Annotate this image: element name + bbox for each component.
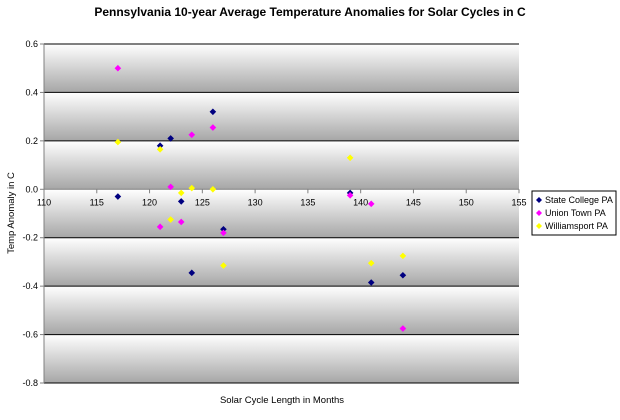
data-point	[167, 183, 174, 191]
x-tick-label: 150	[459, 197, 474, 207]
data-point	[399, 325, 407, 332]
y-tick-label: 0.4	[25, 87, 38, 97]
data-point	[367, 259, 375, 267]
axes	[40, 43, 520, 384]
data-point	[220, 225, 227, 233]
y-tick-label: -0.4	[22, 281, 38, 291]
data-point	[114, 64, 122, 72]
data-point	[346, 154, 354, 162]
data-point	[209, 124, 217, 131]
x-tick-label: 135	[300, 197, 315, 207]
y-tick-labels: -0.8 -0.6 -0.4 -0.2 0.0 0.2 0.4 0.6	[22, 39, 38, 388]
x-tick-labels: 110 115 120 125 130 135 140 145 150 155	[37, 197, 527, 207]
y-tick-label: -0.2	[22, 233, 38, 243]
plot-band	[44, 140, 519, 190]
plot-band	[44, 92, 519, 141]
data-point	[167, 135, 174, 142]
y-axis-label: Temp Anomaly in C	[6, 172, 17, 254]
data-point	[399, 271, 407, 279]
x-tick-label: 130	[248, 197, 263, 207]
y-tick-label: 0.0	[25, 184, 38, 194]
plot-band	[44, 189, 519, 238]
x-tick-label: 115	[90, 197, 104, 207]
legend-label: Williamsport PA	[545, 221, 608, 231]
plot-band	[44, 237, 519, 287]
y-tick-label: 0.2	[25, 136, 38, 146]
data-point	[220, 262, 227, 269]
data-point	[346, 192, 354, 199]
data-point	[209, 185, 217, 193]
x-tick-label: 155	[511, 197, 526, 207]
data-point	[177, 189, 185, 197]
chart-title: Pennsylvania 10-year Average Temperature…	[94, 5, 526, 19]
legend-marker	[536, 223, 542, 229]
data-point	[114, 193, 122, 200]
y-tick-label: -0.6	[22, 330, 38, 340]
data-point	[188, 269, 196, 277]
legend-label: Union Town PA	[545, 208, 606, 218]
data-point	[167, 216, 174, 223]
x-tick-label: 120	[142, 197, 157, 207]
data-point	[188, 184, 196, 192]
legend-label: State College PA	[545, 195, 613, 205]
legend-box	[531, 190, 617, 236]
plot-band	[44, 334, 519, 383]
x-axis-label: Solar Cycle Length in Months	[220, 395, 344, 406]
data-point	[399, 252, 407, 260]
x-tick-label: 110	[37, 197, 51, 207]
data-point	[156, 146, 164, 153]
data-point	[156, 142, 164, 149]
plot-area	[44, 44, 519, 383]
plot-band	[44, 44, 519, 93]
y-tick-label: 0.6	[25, 39, 38, 49]
legend: State College PA Union Town PA Williamspor…	[531, 190, 617, 236]
legend-marker	[536, 197, 542, 203]
legend-marker	[536, 210, 542, 216]
data-point	[156, 223, 164, 231]
data-point	[220, 229, 227, 237]
data-point	[188, 131, 196, 139]
x-tick-label: 140	[353, 197, 368, 207]
data-point	[367, 279, 375, 286]
data-point	[177, 218, 185, 226]
plot-band	[44, 286, 519, 335]
data-point	[209, 108, 217, 116]
grid-lines	[44, 43, 519, 384]
y-tick-label: -0.8	[22, 378, 38, 388]
data-points	[114, 64, 407, 332]
x-tick-label: 145	[406, 197, 421, 207]
data-point	[114, 138, 122, 146]
x-tick-label: 125	[195, 197, 210, 207]
data-point	[177, 198, 185, 205]
data-point	[367, 200, 375, 208]
